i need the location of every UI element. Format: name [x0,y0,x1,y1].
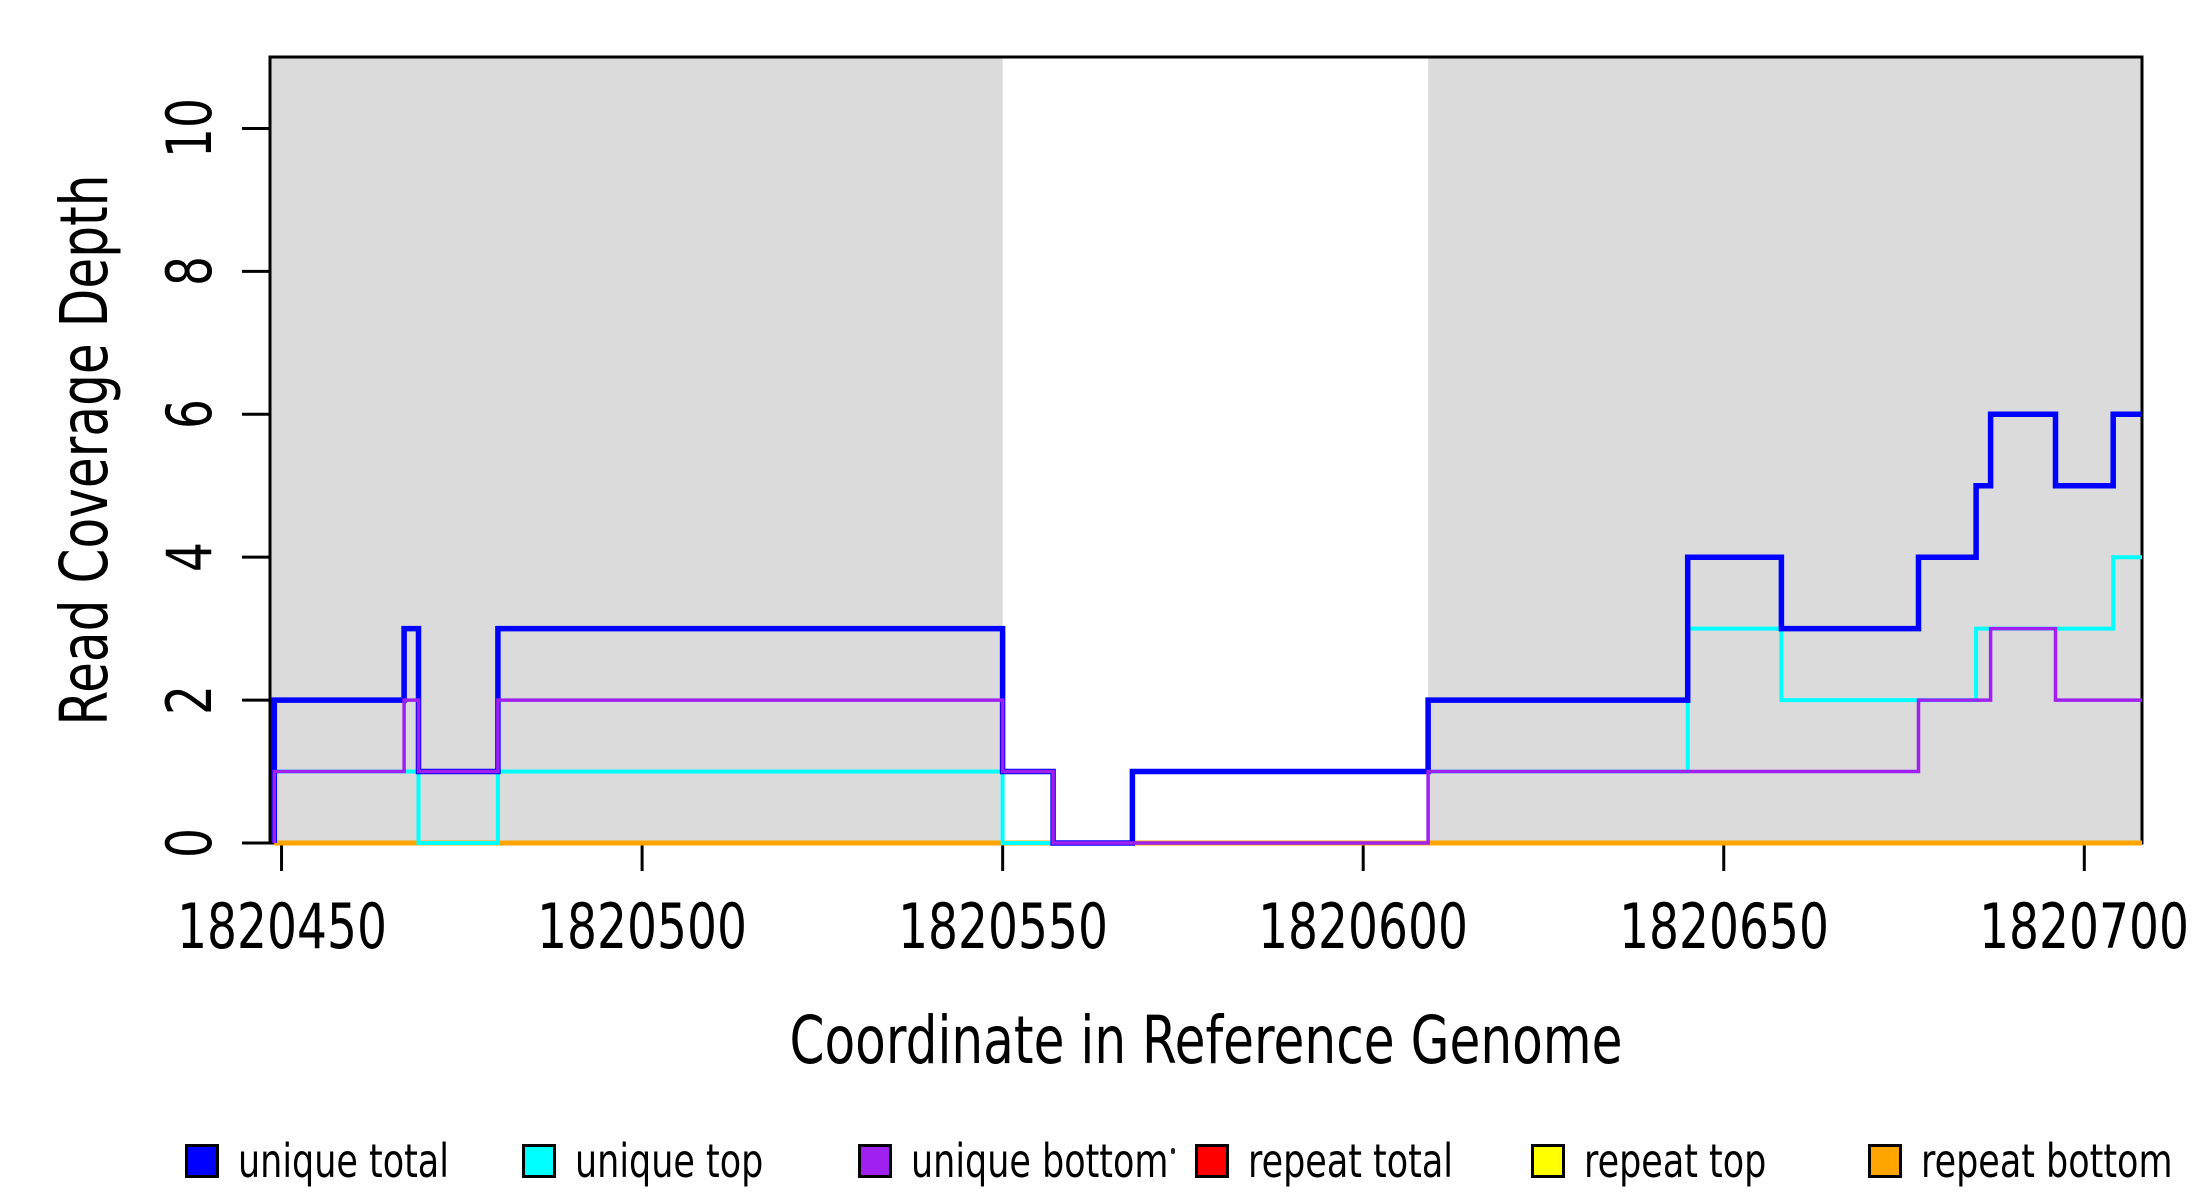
stray-mark [1171,1148,1175,1154]
y-tick-label-3: 6 [153,399,226,430]
y-tick-label-5: 10 [153,98,226,159]
y-tick-label-4: 8 [153,256,226,287]
legend-swatch-repeat-top [1531,1144,1565,1178]
legend-label-unique-total: unique total [238,1134,449,1188]
shaded-region-0 [270,57,1003,843]
x-tick-label-0: 1820450 [176,890,387,963]
legend-label-unique-bottom: unique bottom [911,1134,1169,1188]
x-axis-title: Coordinate in Reference Genome [789,1002,1623,1079]
legend-swatch-unique-bottom [858,1144,892,1178]
legend-label-repeat-total: repeat total [1247,1134,1453,1188]
shaded-region-1 [1428,57,2142,843]
y-axis-title: Read Coverage Depth [46,174,123,726]
legend-label-repeat-top: repeat top [1584,1134,1767,1188]
x-tick-label-4: 1820650 [1618,890,1829,963]
y-tick-label-1: 2 [153,685,226,716]
legend-swatch-unique-total [185,1144,219,1178]
x-tick-label-2: 1820550 [897,890,1108,963]
x-tick-label-5: 1820700 [1979,890,2190,963]
legend-swatch-unique-top [521,1144,556,1178]
legend-label-unique-top: unique top [574,1134,763,1188]
x-tick-label-1: 1820500 [537,890,748,963]
series-unique-bottom [272,626,2142,845]
legend-swatch-repeat-total [1194,1144,1229,1178]
legend-label-repeat-bottom: repeat bottom [1920,1134,2173,1188]
x-tick-label-3: 1820600 [1258,890,1469,963]
legend-swatch-repeat-bottom [1867,1144,1902,1178]
y-tick-label-0: 0 [153,828,226,858]
y-tick-label-2: 4 [153,542,226,573]
